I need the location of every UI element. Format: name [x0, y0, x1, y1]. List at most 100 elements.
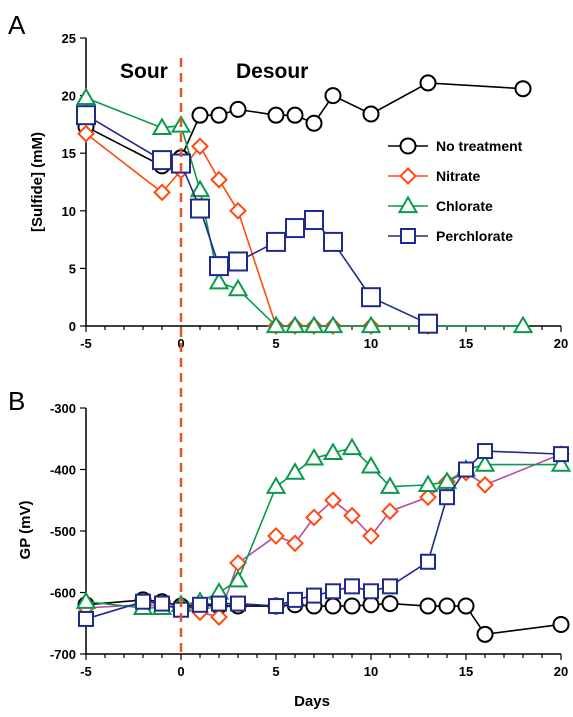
panel-a-no-treatment-point: [229, 100, 247, 118]
panel-a-perchlorate-point: [266, 231, 286, 252]
panel-b-x-tick-label: 0: [177, 664, 184, 679]
panel-a-perchlorate-point: [76, 105, 96, 126]
panel-b-perchlorate-point: [382, 578, 398, 595]
panel-b-y-tick-label: -500: [50, 524, 76, 539]
panel-a-series: [75, 74, 534, 335]
panel-b-perchlorate-point: [287, 591, 303, 608]
panel-b-perchlorate-point: [78, 610, 94, 627]
panel-a: [Sulfide] (mM) -5051015200510152025 No t…: [29, 31, 568, 351]
panel-a-y-tick-label: 0: [69, 319, 76, 334]
panel-b-axes: -5 0 5 10 15 20 -700 -600 -500 -400 -300: [50, 401, 568, 679]
panel-b-chlorate-point: [417, 474, 439, 492]
panel-b-perchlorate-point: [477, 443, 493, 460]
legend-perchlorate-label: Perchlorate: [436, 228, 513, 244]
panel-a-nitrate-point: [210, 170, 228, 189]
panel-b-no-treatment-point: [419, 597, 437, 615]
panel-a-nitrate-point: [191, 137, 209, 156]
panel-b-perchlorate-point: [420, 553, 436, 570]
panel-b-chlorate-point: [379, 476, 401, 494]
panel-b-nitrate-point: [305, 508, 323, 527]
panel-b-x-tick-label: 20: [554, 664, 568, 679]
legend-chlorate-label: Chlorate: [436, 198, 493, 214]
panel-b-y-axis-title: GP (mV): [17, 501, 34, 560]
phase-sour-label: Sour: [120, 60, 168, 83]
panel-b-perchlorate-point: [211, 595, 227, 612]
panel-b-chlorate-point: [75, 591, 97, 609]
panel-b-perchlorate-point: [344, 578, 360, 595]
panel-b-y-tick-label: -700: [50, 647, 76, 662]
panel-b-y-tick-label: -400: [50, 463, 76, 478]
panel-b-nitrate-point: [362, 527, 380, 545]
panel-b-x-tick-label: 10: [364, 664, 378, 679]
panel-b-chlorate-point: [265, 476, 287, 494]
panel-a-chlorate-point: [322, 315, 344, 334]
panel-a-x-tick-label: 20: [554, 336, 568, 351]
panel-b-chlorate-point: [303, 447, 325, 466]
panel-a-nitrate-point: [229, 201, 247, 220]
panel-a-perchlorate-point: [361, 287, 381, 308]
panel-b-perchlorate-point: [192, 596, 208, 613]
panel-b-x-tick-label: 15: [459, 664, 473, 679]
panel-a-chlorate-point: [208, 271, 230, 290]
panel-b: GP (mV) Days -5 0 5 10 15 20-700-600-500-400-…: [17, 401, 572, 710]
panel-a-perchlorate-point: [285, 218, 305, 239]
panel-b-y-tick-label: -600: [50, 586, 76, 601]
panel-a-chlorate-point: [75, 87, 97, 106]
panel-a-nitrate-point: [77, 124, 95, 143]
panel-b-no-treatment-point: [457, 597, 475, 615]
panel-a-x-tick-label: -5: [80, 336, 92, 351]
panel-b-nitrate-point: [343, 506, 361, 525]
panel-a-y-tick-label: 10: [62, 204, 76, 219]
panel-a-letter: A: [8, 10, 26, 40]
panel-a-perchlorate-point: [152, 150, 172, 171]
panel-a-chlorate-point: [189, 179, 211, 198]
panel-b-series: [75, 437, 572, 643]
panel-a-chlorate-point: [265, 315, 287, 334]
panel-b-x-tick-label: -5: [80, 664, 92, 679]
panel-a-no-treatment-point: [286, 106, 304, 124]
legend-nitrate-label: Nitrate: [436, 168, 481, 184]
panel-b-x-tick-label: 5: [272, 664, 279, 679]
panel-b-no-treatment-point: [362, 596, 380, 614]
panel-a-no-treatment-point: [210, 106, 228, 124]
panel-a-x-tick-label: 15: [459, 336, 473, 351]
legend-nitrate-marker: [399, 167, 417, 185]
panel-b-perchlorate-point: [306, 587, 322, 604]
panel-a-chlorate-point: [303, 315, 325, 334]
panel-a-x-tick-label: 5: [272, 336, 279, 351]
panel-b-chlorate-point: [550, 454, 572, 472]
panel-b-perchlorate-point: [363, 583, 379, 600]
panel-b-nitrate-point: [419, 488, 437, 507]
panel-a-perchlorate-point: [228, 251, 248, 272]
panel-b-nitrate-point: [267, 527, 285, 545]
panel-a-perchlorate-point: [190, 198, 210, 219]
panel-b-letter: B: [8, 386, 25, 416]
panel-b-chlorate-point: [436, 471, 458, 489]
panel-b-no-treatment-point: [381, 595, 399, 613]
panel-b-nitrate-point: [324, 491, 342, 510]
panel-a-y-tick-label: 5: [69, 261, 76, 276]
panel-a-chlorate-point: [151, 117, 173, 135]
panel-a-y-tick-label: 20: [62, 89, 76, 104]
panel-a-y-tick-label: 15: [62, 146, 76, 161]
panel-b-perchlorate-point: [135, 593, 151, 610]
panel-b-no-treatment-point: [476, 625, 494, 643]
panel-a-chlorate-point: [512, 315, 534, 334]
panel-a-no-treatment-point: [514, 80, 532, 98]
panel-b-x-axis-title: Days: [294, 693, 330, 710]
panel-a-chlorate-point: [360, 315, 382, 334]
panel-b-chlorate-point: [341, 437, 363, 456]
panel-a-y-tick-label: 25: [62, 31, 76, 46]
panel-b-perchlorate-point: [553, 446, 569, 463]
panel-a-perchlorate-point: [418, 313, 438, 334]
panel-a-no-treatment-point: [191, 106, 209, 124]
panel-b-nitrate-point: [476, 475, 494, 494]
panel-b-chlorate-point: [474, 454, 496, 472]
legend-chlorate-marker: [397, 195, 419, 214]
panel-b-chlorate-point: [227, 569, 249, 588]
panel-a-perchlorate-point: [323, 231, 343, 252]
panel-a-x-tick-label: 10: [364, 336, 378, 351]
panel-b-y-tick-label: -300: [50, 401, 76, 416]
panel-a-chlorate-point: [284, 315, 306, 334]
panel-a-no-treatment-point: [305, 114, 323, 132]
